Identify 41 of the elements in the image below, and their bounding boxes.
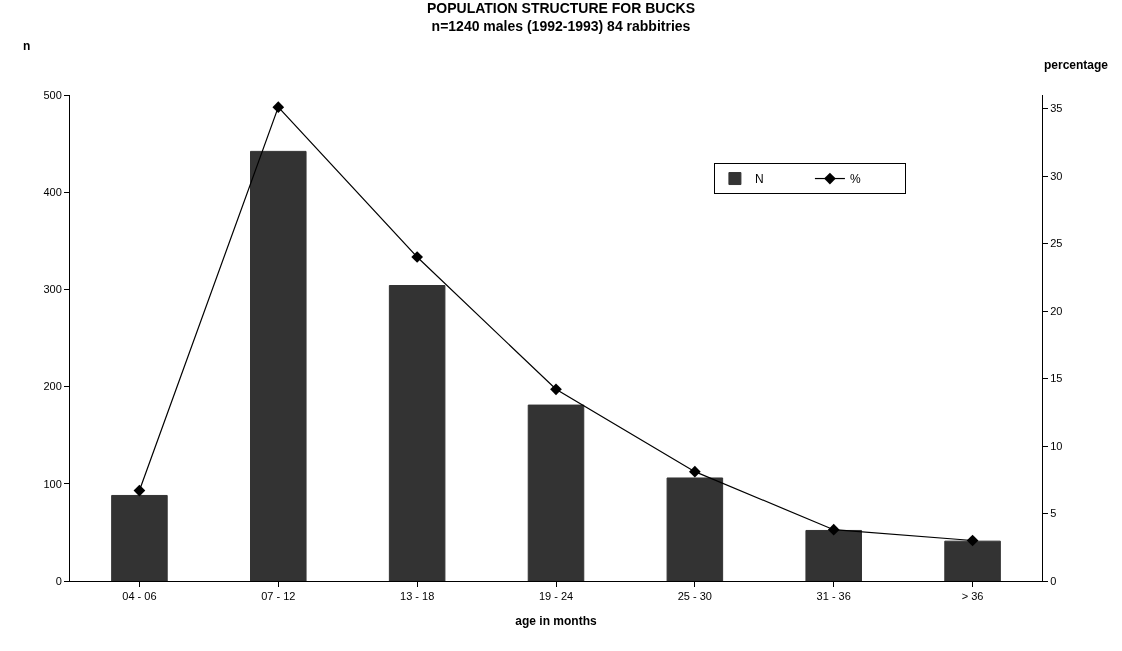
bar bbox=[944, 540, 1001, 581]
x-axis-title: age in months bbox=[515, 614, 597, 629]
point bbox=[689, 465, 701, 478]
x-tick-label: 31 - 36 bbox=[816, 590, 851, 603]
x-tick-label: 13 - 18 bbox=[400, 590, 435, 603]
point bbox=[133, 484, 146, 497]
y2-tick-label: 0 bbox=[1050, 574, 1057, 587]
y-axis-title: n bbox=[23, 39, 31, 53]
chart-title: POPULATION STRUCTURE FOR BUCKS bbox=[426, 0, 696, 17]
point bbox=[272, 101, 285, 113]
legend-label: % bbox=[849, 172, 861, 187]
x-tick-label: 04 - 06 bbox=[122, 590, 157, 603]
point bbox=[827, 523, 840, 536]
x-tick-label: 07 - 12 bbox=[261, 590, 296, 603]
y2-tick-label: 30 bbox=[1050, 169, 1063, 182]
y-tick-label: 0 bbox=[55, 574, 62, 587]
point bbox=[966, 534, 979, 547]
y2-tick-label: 5 bbox=[1050, 507, 1057, 520]
legend-label: N bbox=[754, 172, 764, 187]
y2-tick-label: 35 bbox=[1050, 102, 1063, 115]
bar bbox=[527, 404, 585, 581]
y-tick-label: 500 bbox=[43, 88, 62, 101]
x-tick-label: 19 - 24 bbox=[538, 590, 574, 603]
x-tick-label: > 36 bbox=[961, 590, 984, 603]
y2-axis-title: percentage bbox=[1044, 58, 1109, 72]
chart-subtitle: n=1240 males (1992-1993) 84 rabbitries bbox=[431, 18, 691, 35]
point bbox=[550, 383, 562, 396]
y2-tick-label: 15 bbox=[1050, 372, 1063, 385]
y2-tick-label: 20 bbox=[1050, 304, 1063, 317]
y2-tick-label: 25 bbox=[1050, 237, 1063, 250]
y-tick-label: 100 bbox=[43, 477, 62, 490]
bar bbox=[805, 529, 862, 581]
bar bbox=[666, 477, 724, 581]
y-tick-label: 200 bbox=[43, 380, 62, 393]
y-tick-label: 400 bbox=[43, 186, 62, 199]
bar bbox=[111, 494, 168, 581]
bar bbox=[250, 150, 307, 581]
x-tick-label: 25 - 30 bbox=[677, 590, 712, 603]
y-tick-label: 300 bbox=[43, 283, 62, 296]
bar bbox=[388, 285, 446, 581]
y2-tick-label: 10 bbox=[1050, 439, 1063, 452]
